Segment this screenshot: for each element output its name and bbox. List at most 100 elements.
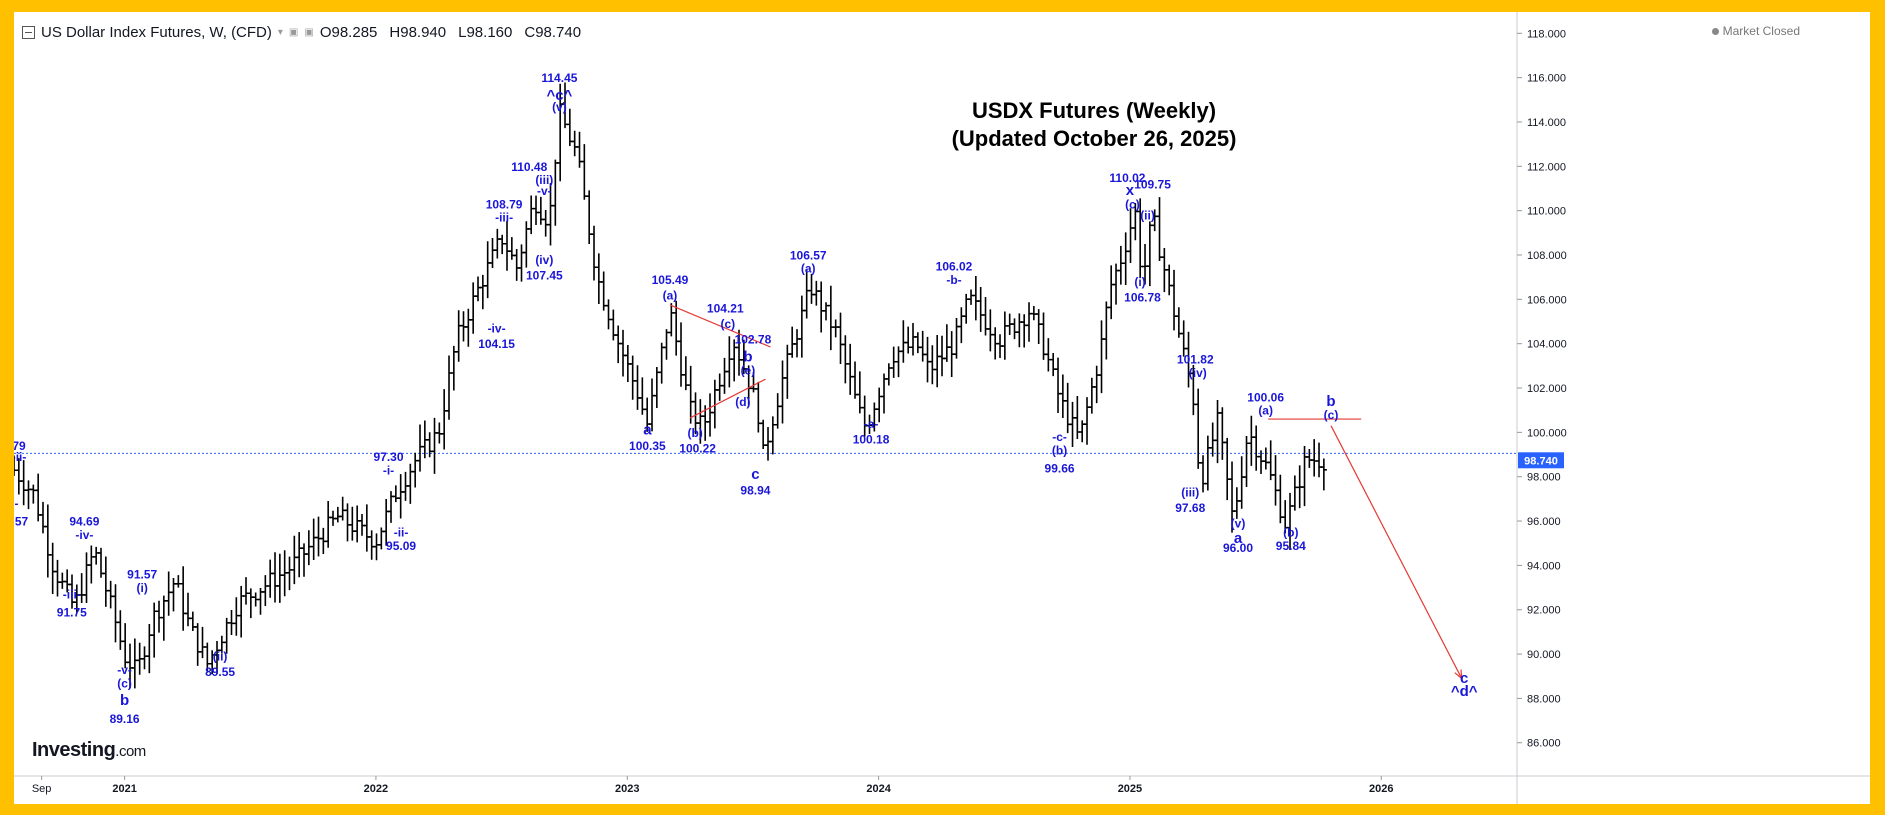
ohlc-bar <box>755 381 762 433</box>
ohlc-bar <box>1291 475 1298 511</box>
wave-label: 106.57 <box>790 248 827 262</box>
ohlc-bar <box>794 329 801 358</box>
last-price-tag <box>1518 452 1564 469</box>
ohlc-bar <box>779 360 786 424</box>
ohlc-bar <box>1204 435 1211 491</box>
wave-label: 95.09 <box>386 539 416 553</box>
wave-label: 99.66 <box>1045 461 1075 475</box>
wave-label: (v) <box>1231 517 1246 531</box>
wave-label: (c) <box>720 317 735 331</box>
wave-label: 102.78 <box>735 333 772 347</box>
ohlc-bar <box>117 610 124 650</box>
ohlc-bar <box>586 190 593 245</box>
wave-label: (iii) <box>535 173 553 187</box>
ohlc-bar <box>595 253 602 305</box>
ohlc-bar <box>160 595 167 641</box>
ohlc-bar <box>1122 232 1129 286</box>
ohlc-bar <box>518 244 525 282</box>
price-axis-bg <box>1517 12 1870 804</box>
ohlc-bar <box>798 295 805 358</box>
ohlc-bar <box>571 130 578 157</box>
price-chart[interactable]: 86.000 88.000 90.000 92.000 94.000 96.000 98.0… <box>14 12 1870 804</box>
ohlc-bar <box>363 504 370 552</box>
ohlc-bar <box>1171 269 1178 331</box>
ohlc-bar <box>1040 312 1047 360</box>
ohlc-bar <box>1238 456 1245 509</box>
ohlc-bar <box>1262 447 1269 470</box>
wave-label: c <box>751 466 759 483</box>
investing-logo[interactable]: Investing.com <box>32 739 146 761</box>
wave-label: ^d^ <box>1451 683 1478 700</box>
ohlc-bar <box>489 238 496 269</box>
ohlc-bar <box>977 287 984 332</box>
ohlc-bar <box>1108 265 1115 320</box>
wave-label: (ii) <box>1140 209 1155 223</box>
ohlc-bar <box>620 329 627 377</box>
chart-header: US Dollar Index Futures, W, (CFD) ▾ ▣ ▣ … <box>22 22 587 42</box>
ohlc-bar <box>832 319 839 338</box>
ohlc-high: H98.940 <box>389 23 447 41</box>
wave-labels: 7.79-ii--5794.69-iv--iii-91.75-v-(c)b89.… <box>14 71 1478 726</box>
ohlc-bar <box>49 542 56 594</box>
chevron-down-icon[interactable]: ▾ <box>277 26 283 38</box>
wave-label: (c) <box>117 676 132 690</box>
ohlc-bar <box>339 496 346 521</box>
wave-label: (e) <box>741 364 756 378</box>
ohlc-bar <box>494 228 501 259</box>
x-tick-label: Sep <box>32 783 52 795</box>
wave-label: -ii- <box>14 450 26 464</box>
wave-label: 104.15 <box>478 337 515 351</box>
ohlc-bar <box>83 552 90 603</box>
wave-label: (c) <box>1125 197 1140 211</box>
ohlc-bar <box>629 355 636 400</box>
visibility-icon[interactable]: ▣ <box>304 26 314 38</box>
ohlc-bar <box>668 303 675 337</box>
status-dot-icon <box>1711 27 1719 35</box>
wave-label: c <box>1460 670 1468 687</box>
ohlc-bar <box>30 484 37 504</box>
y-tick-label: 110.000 <box>1527 206 1566 218</box>
ohlc-bar <box>968 289 975 305</box>
ohlc-bar <box>939 335 946 377</box>
wave-label: 57 <box>15 514 29 528</box>
chart-title: USDX Futures (Weekly) <box>971 98 1217 123</box>
ohlc-bar <box>1050 352 1057 377</box>
x-tick-label: 2021 <box>112 783 136 795</box>
ohlc-bar <box>1200 455 1207 493</box>
ohlc-bar <box>842 335 849 384</box>
ohlc-bar <box>837 312 844 365</box>
collapse-icon[interactable] <box>22 25 35 39</box>
ohlc-bar <box>141 646 148 670</box>
wave-label: 91.75 <box>57 605 87 619</box>
ohlc-bar <box>1059 374 1066 418</box>
ohlc-bar <box>243 577 250 605</box>
ohlc-bar <box>185 592 192 627</box>
ohlc-bar <box>1219 407 1226 460</box>
ohlc-bar <box>180 566 187 631</box>
ohlc-bar <box>508 237 515 260</box>
ohlc-bar <box>943 324 950 362</box>
x-tick-label: 2024 <box>866 783 891 795</box>
ohlc-bar <box>1026 302 1033 342</box>
ohlc-bar <box>1195 388 1202 469</box>
ohlc-bar <box>827 285 834 351</box>
ohlc-bar <box>455 310 462 362</box>
ohlc-bar <box>1001 311 1008 360</box>
ohlc-bar <box>44 504 51 578</box>
ohlc-bar <box>1127 208 1134 264</box>
wave-label: 106.02 <box>936 260 973 274</box>
y-tick-label: 86.000 <box>1527 738 1561 750</box>
ohlc-bar <box>479 274 486 310</box>
ohlc-bar <box>1035 309 1042 344</box>
ohlc-bar <box>59 572 66 589</box>
ohlc-bar <box>721 357 728 394</box>
ohlc-bar <box>566 108 573 147</box>
ohlc-bar <box>112 584 119 643</box>
symbol-title[interactable]: US Dollar Index Futures, W, (CFD) <box>41 23 272 41</box>
ohlc-bar <box>987 309 994 352</box>
ohlc-bar <box>1055 357 1062 414</box>
wave-label: 105.49 <box>652 273 689 287</box>
ohlc-bar <box>765 426 772 461</box>
ohlc-bar <box>417 424 424 472</box>
settings-icon[interactable]: ▣ <box>288 26 299 38</box>
